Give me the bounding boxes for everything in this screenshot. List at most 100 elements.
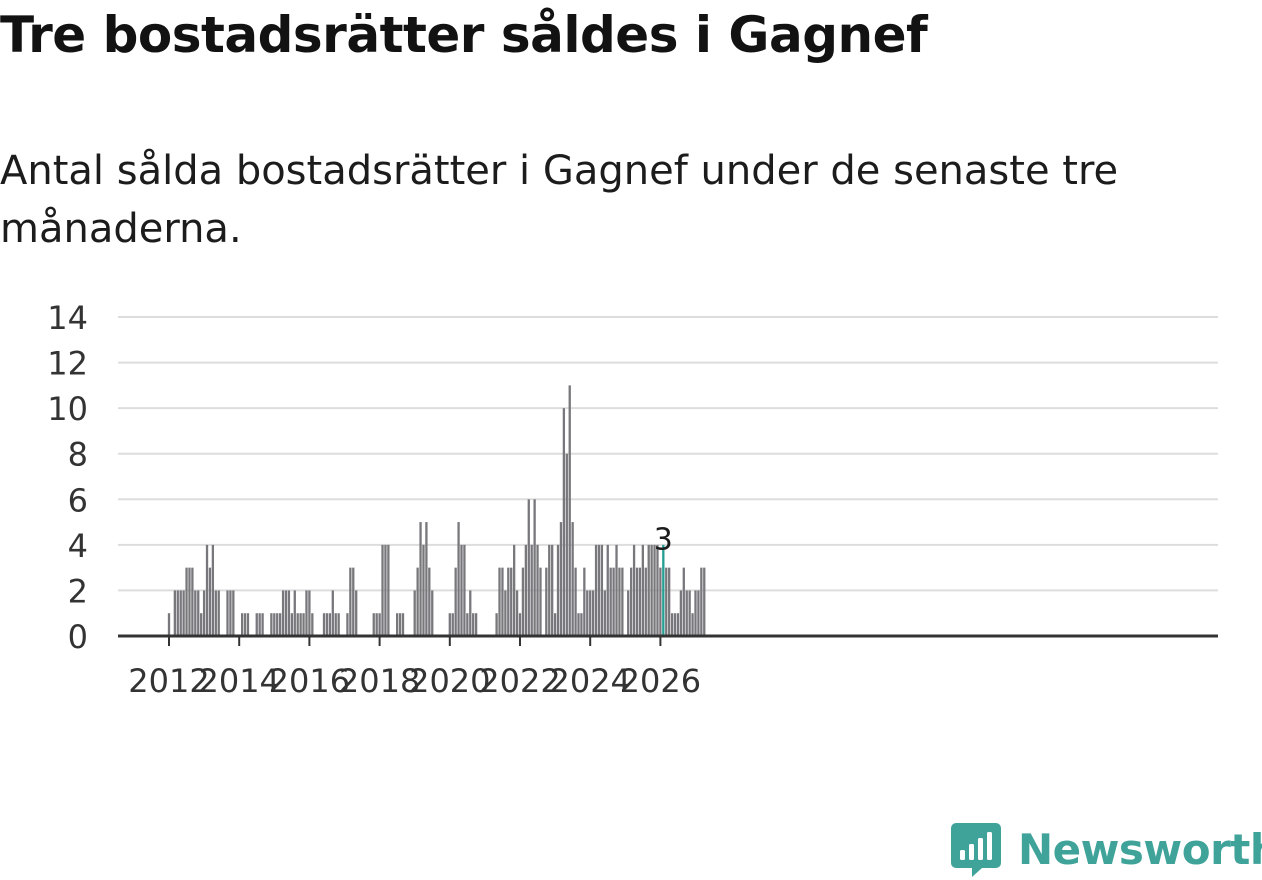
bar-highlight xyxy=(662,544,665,636)
bar xyxy=(346,613,349,636)
bar xyxy=(194,590,197,636)
bar xyxy=(586,590,589,636)
bar xyxy=(691,613,694,636)
bar xyxy=(308,590,311,636)
bar xyxy=(352,567,355,636)
x-tick-label: 2014 xyxy=(198,662,279,700)
bar xyxy=(375,613,378,636)
bar xyxy=(700,567,703,636)
bar xyxy=(255,613,258,636)
bar xyxy=(396,613,399,636)
bar xyxy=(229,590,232,636)
bar xyxy=(682,567,685,636)
bar xyxy=(507,567,510,636)
bar xyxy=(454,567,457,636)
y-tick-label: 0 xyxy=(68,618,88,656)
bar xyxy=(630,567,633,636)
chart-title: Tre bostadsrätter såldes i Gagnef xyxy=(0,6,928,64)
bar xyxy=(466,613,469,636)
bar xyxy=(422,544,425,636)
bar xyxy=(279,613,282,636)
bar xyxy=(258,613,261,636)
bar xyxy=(618,567,621,636)
bar xyxy=(591,590,595,636)
bar xyxy=(597,544,601,636)
bar xyxy=(545,567,548,636)
y-tick-label: 14 xyxy=(47,299,88,337)
bar xyxy=(469,590,472,636)
bar xyxy=(290,613,293,636)
bar xyxy=(240,613,244,636)
bar xyxy=(273,613,276,636)
bar xyxy=(305,590,308,636)
bar-chart: 0 2 4 6 8 10 12 14 20122014201620182020202220242… xyxy=(47,299,1218,700)
bar xyxy=(551,544,554,636)
bar xyxy=(334,613,337,636)
bar xyxy=(694,590,697,636)
bar xyxy=(603,590,606,636)
bar xyxy=(559,522,563,636)
bar xyxy=(513,544,516,636)
bar xyxy=(208,567,212,636)
bar xyxy=(205,544,209,636)
x-tick-label: 2018 xyxy=(339,662,420,700)
bar xyxy=(472,613,475,636)
bar xyxy=(179,590,182,636)
bar xyxy=(635,567,639,636)
bar xyxy=(530,544,533,636)
bar xyxy=(299,613,302,636)
bar xyxy=(574,567,577,636)
bar xyxy=(232,590,235,636)
bar xyxy=(261,613,264,636)
bar xyxy=(501,567,504,636)
bar xyxy=(527,499,530,636)
brand-logo: Newsworthy xyxy=(950,818,1262,880)
y-tick-label: 10 xyxy=(47,390,88,428)
bar xyxy=(565,453,568,636)
x-tick-label: 2026 xyxy=(620,662,701,700)
bar xyxy=(349,567,352,636)
y-tick-label: 4 xyxy=(68,527,88,565)
x-tick-label: 2024 xyxy=(549,662,630,700)
bar xyxy=(612,567,615,636)
bar xyxy=(413,590,416,636)
bar xyxy=(670,613,674,636)
bar xyxy=(518,613,522,636)
chart-subtitle: Antal sålda bostadsrätter i Gagnef under… xyxy=(0,148,1119,252)
bar xyxy=(568,385,571,636)
bar xyxy=(337,613,340,636)
bar xyxy=(176,590,179,636)
bar xyxy=(401,613,405,636)
bar xyxy=(510,567,513,636)
bar xyxy=(548,544,551,636)
bar xyxy=(504,590,507,636)
y-tick-label: 8 xyxy=(68,436,88,474)
x-tick-label: 2022 xyxy=(479,662,560,700)
bar xyxy=(665,567,668,636)
bar xyxy=(372,613,375,636)
bar xyxy=(571,522,574,636)
bar xyxy=(311,613,314,636)
bar xyxy=(609,567,612,636)
bar xyxy=(428,567,431,636)
bar xyxy=(697,590,700,636)
bar xyxy=(188,567,191,636)
bar xyxy=(246,613,250,636)
bar xyxy=(627,590,630,636)
bar xyxy=(293,590,296,636)
bar xyxy=(296,613,299,636)
bar xyxy=(594,544,598,636)
bar xyxy=(284,590,288,636)
bar xyxy=(217,590,220,636)
bar xyxy=(355,590,358,636)
bar xyxy=(302,613,305,636)
bar xyxy=(521,567,525,636)
bar xyxy=(448,613,451,636)
bar xyxy=(536,544,539,636)
y-tick-label: 2 xyxy=(68,572,88,610)
x-tick-label: 2012 xyxy=(128,662,209,700)
bar xyxy=(328,613,332,636)
y-tick-label: 12 xyxy=(47,345,88,383)
bar xyxy=(583,567,586,636)
bar xyxy=(498,567,501,636)
